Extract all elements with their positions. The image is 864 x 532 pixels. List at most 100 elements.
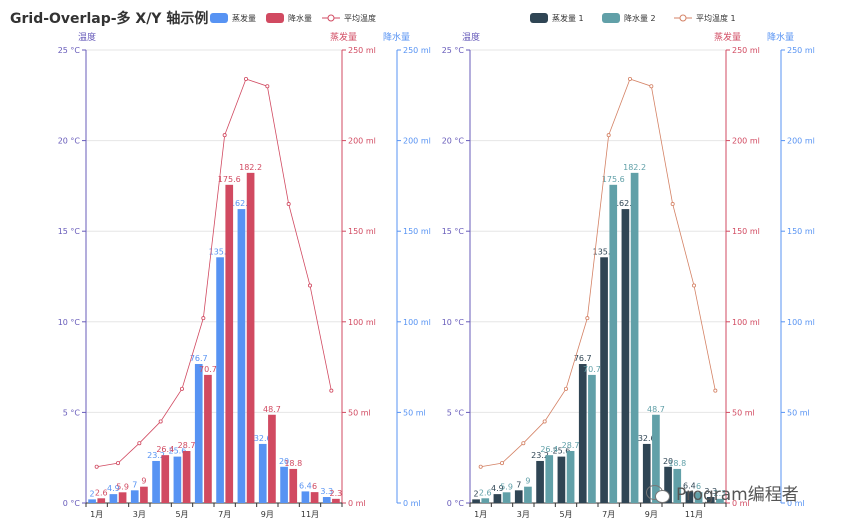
y-tick-label-temperature: 25 °C bbox=[58, 46, 81, 55]
y-tick-label-evaporation: 150 ml bbox=[732, 227, 760, 236]
bar bbox=[140, 486, 148, 503]
y-tick-label-evaporation: 50 ml bbox=[348, 408, 371, 417]
bar bbox=[472, 499, 480, 503]
legend-swatch-bar bbox=[602, 13, 620, 23]
x-tick-label: 3月 bbox=[133, 510, 146, 519]
line-point bbox=[670, 202, 675, 207]
bar-data-label: 175.6 bbox=[218, 175, 241, 184]
bar bbox=[97, 498, 106, 503]
y-tick-label-temperature: 10 °C bbox=[442, 318, 465, 327]
legend-label: 平均温度 bbox=[344, 13, 376, 23]
bar bbox=[536, 460, 544, 503]
bar bbox=[706, 497, 715, 503]
y-tick-label-precipitation: 250 ml bbox=[787, 46, 815, 55]
bar bbox=[237, 209, 246, 503]
line-point bbox=[286, 202, 291, 207]
x-tick-label: 11月 bbox=[685, 510, 703, 519]
bar bbox=[694, 492, 703, 503]
line-point bbox=[649, 84, 654, 89]
bar-data-label: 9 bbox=[141, 477, 146, 486]
bar bbox=[332, 498, 340, 503]
bar bbox=[493, 494, 502, 503]
bar bbox=[161, 455, 170, 503]
bar-data-label: 48.7 bbox=[263, 405, 281, 414]
y-tick-label-evaporation: 250 ml bbox=[732, 46, 760, 55]
bar-data-label: 4.9 bbox=[491, 484, 504, 493]
y-tick-label-temperature: 0 °C bbox=[447, 499, 465, 508]
bar-data-label: 23.2 bbox=[147, 451, 165, 460]
bar bbox=[310, 492, 319, 503]
legend-label: 蒸发量 bbox=[232, 13, 256, 23]
line-point bbox=[94, 464, 99, 469]
line-point bbox=[307, 283, 312, 288]
y-axis-name-evaporation: 蒸发量 bbox=[714, 31, 741, 43]
bar bbox=[258, 443, 267, 503]
y-tick-label-temperature: 15 °C bbox=[442, 227, 465, 236]
legend-swatch-point bbox=[679, 14, 687, 22]
bar bbox=[566, 450, 575, 503]
bar bbox=[630, 172, 639, 503]
x-tick-label: 5月 bbox=[175, 510, 188, 519]
bar bbox=[600, 257, 608, 503]
legend-swatch-bar bbox=[210, 13, 228, 23]
bar-data-label: 3.3 bbox=[704, 487, 717, 496]
y-tick-label-temperature: 20 °C bbox=[58, 137, 81, 146]
line-point bbox=[585, 316, 590, 321]
x-tick-label: 7月 bbox=[602, 510, 615, 519]
bar-data-label: 6 bbox=[312, 482, 317, 491]
y-tick-label-precipitation: 250 ml bbox=[403, 46, 431, 55]
y-tick-label-evaporation: 0 ml bbox=[732, 499, 750, 508]
legend-label: 蒸发量 1 bbox=[552, 13, 584, 23]
bar-data-label: 2.3 bbox=[714, 489, 727, 498]
line-point bbox=[606, 133, 611, 138]
line-point bbox=[201, 316, 206, 321]
line-point bbox=[179, 386, 184, 391]
line-point bbox=[116, 461, 121, 466]
bar bbox=[514, 490, 523, 503]
bar-data-label: 6.4 bbox=[683, 481, 696, 490]
y-tick-label-evaporation: 0 ml bbox=[348, 499, 366, 508]
x-tick-label: 9月 bbox=[645, 510, 658, 519]
y-tick-label-precipitation: 200 ml bbox=[403, 137, 431, 146]
y-axis-name-precipitation: 降水量 bbox=[383, 31, 410, 43]
y-tick-label-temperature: 25 °C bbox=[442, 46, 465, 55]
bar bbox=[246, 172, 255, 503]
bar-data-label: 26.4 bbox=[156, 445, 174, 454]
bar bbox=[652, 414, 660, 503]
bar-data-label: 2.6 bbox=[479, 488, 492, 497]
y-tick-label-precipitation: 0 ml bbox=[787, 499, 805, 508]
y-tick-label-evaporation: 100 ml bbox=[732, 318, 760, 327]
bar bbox=[130, 490, 139, 503]
line-point bbox=[478, 464, 483, 469]
bar bbox=[578, 364, 587, 503]
bar-data-label: 20 bbox=[279, 457, 289, 466]
bar-data-label: 5.9 bbox=[116, 482, 129, 491]
bar-data-label: 26.4 bbox=[540, 445, 558, 454]
bar-data-label: 5.9 bbox=[500, 482, 513, 491]
bar-data-label: 2.6 bbox=[95, 488, 108, 497]
bar-data-label: 23.2 bbox=[531, 451, 549, 460]
y-tick-label-evaporation: 150 ml bbox=[348, 227, 376, 236]
bar-data-label: 6 bbox=[696, 482, 701, 491]
bar bbox=[642, 443, 651, 503]
bar bbox=[664, 466, 672, 503]
bar bbox=[182, 450, 191, 503]
y-tick-label-precipitation: 100 ml bbox=[787, 318, 815, 327]
bar bbox=[716, 498, 724, 503]
x-tick-label: 5月 bbox=[559, 510, 572, 519]
line-point bbox=[692, 283, 697, 288]
bar-data-label: 4.9 bbox=[107, 484, 120, 493]
y-axis-name-temperature: 温度 bbox=[462, 31, 480, 43]
bar-data-label: 25.6 bbox=[169, 447, 187, 456]
bar-data-label: 48.7 bbox=[647, 405, 665, 414]
bar bbox=[557, 456, 566, 503]
bar bbox=[588, 374, 596, 503]
bar-data-label: 28.7 bbox=[562, 441, 580, 450]
y-tick-label-precipitation: 150 ml bbox=[403, 227, 431, 236]
bar-data-label: 162.2 bbox=[614, 199, 637, 208]
bar bbox=[673, 468, 682, 503]
bar bbox=[301, 491, 310, 503]
legend-label: 降水量 2 bbox=[624, 13, 656, 23]
line-point bbox=[329, 388, 334, 393]
